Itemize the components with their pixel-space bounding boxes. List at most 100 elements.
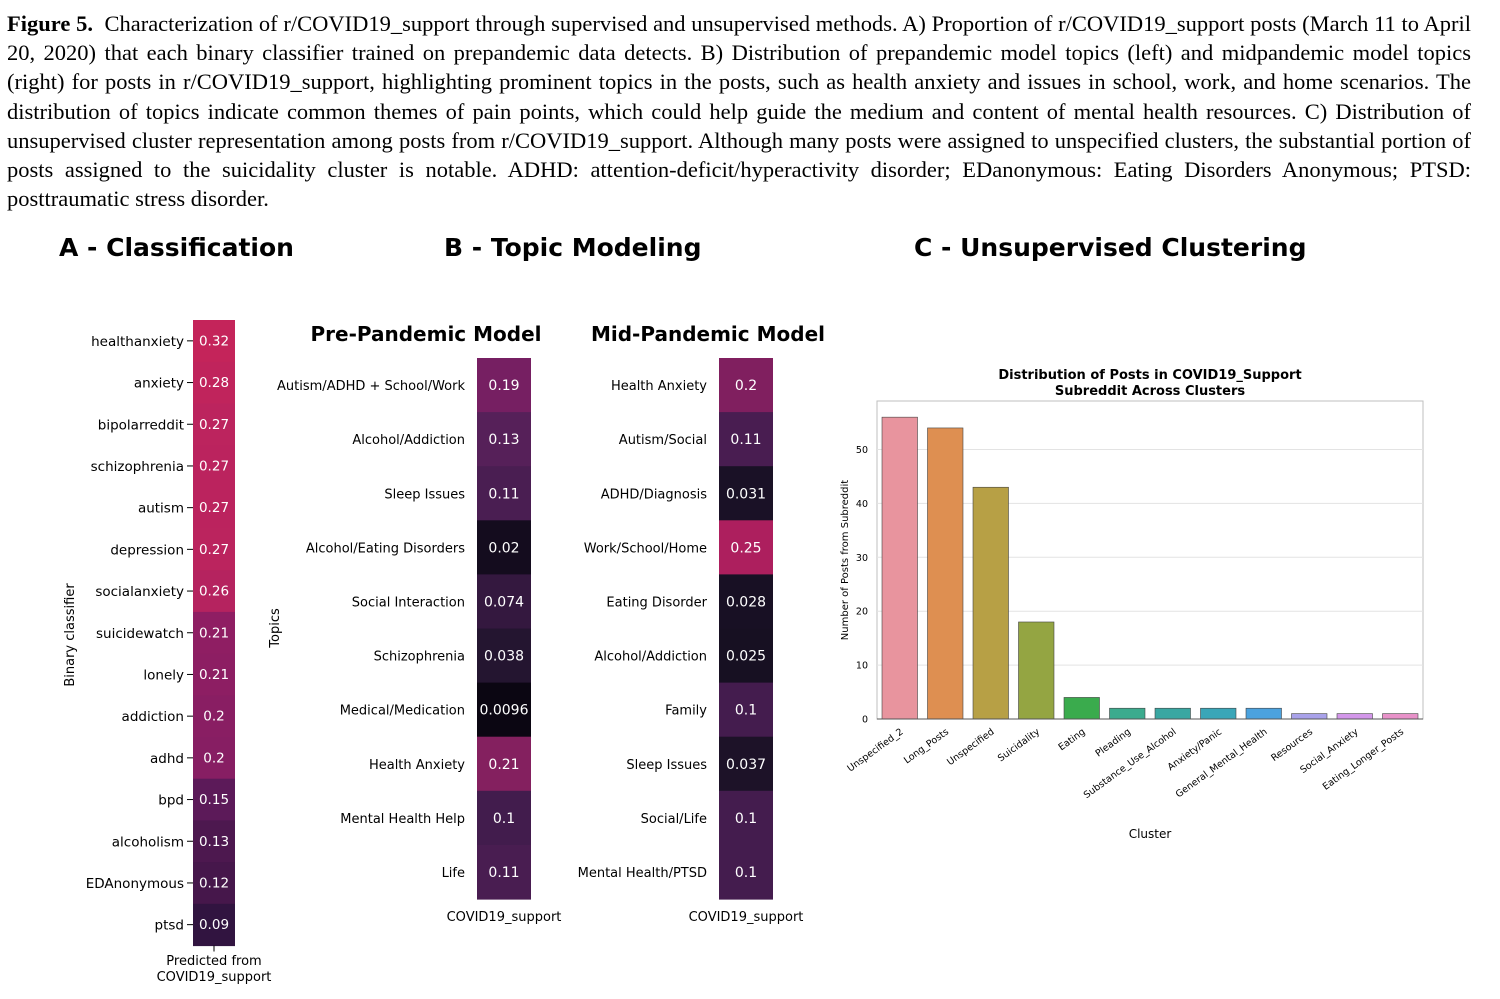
x-tick-label: Eating — [1057, 727, 1088, 754]
x-axis-label-line2: COVID19_support — [157, 970, 272, 985]
y-tick-label: 40 — [856, 499, 868, 510]
row-label: Schizophrenia — [374, 650, 465, 665]
x-tick-label: Eating_Longer_Posts — [1321, 727, 1406, 793]
row-label: depression — [110, 542, 184, 558]
y-tick-label: 0 — [862, 715, 868, 726]
chart-title-line2: Subreddit Across Clusters — [1055, 384, 1246, 399]
cell-value-label: 0.21 — [488, 757, 519, 773]
mid-pandemic-heatmap: Mid-Pandemic Model 0.2 Health Anxiety 0.11 A… — [578, 322, 825, 925]
cell-value-label: 0.2 — [203, 709, 224, 725]
cluster-bar-chart: 0 10 20 30 40 50 Unspecified_2Long_PostsUnspec… — [840, 368, 1424, 841]
row-label: suicidewatch — [96, 626, 184, 642]
bar — [927, 427, 964, 720]
heatmap-cell — [193, 820, 235, 863]
heatmap-cell — [719, 574, 773, 630]
cell-value-label: 0.025 — [726, 649, 766, 665]
row-label: ADHD/Diagnosis — [601, 487, 707, 502]
heatmap-cell — [477, 790, 531, 846]
figure-caption: Figure 5. Characterization of r/COVID19_… — [7, 9, 1471, 213]
row-label: Autism/Social — [619, 433, 707, 448]
bar — [972, 486, 1009, 720]
bar — [1200, 707, 1237, 720]
x-tick-label: Resources — [1269, 727, 1315, 764]
cell-value-label: 0.1 — [735, 811, 757, 827]
heatmap-cell — [719, 520, 773, 575]
x-tick-label: Suicidality — [996, 726, 1042, 764]
x-tick-label: Long_Posts — [902, 727, 951, 767]
cell-value-label: 0.11 — [488, 865, 519, 881]
heatmap-cell — [719, 790, 773, 846]
cell-value-label: 0.19 — [488, 378, 519, 394]
heatmap-cell — [477, 358, 531, 413]
bar — [1336, 713, 1373, 720]
bar — [1109, 707, 1146, 720]
row-label: Social Interaction — [352, 595, 465, 610]
cell-value-label: 0.15 — [199, 792, 229, 808]
row-label: EDAnonymous — [86, 876, 184, 892]
cell-value-label: 0.12 — [199, 875, 229, 891]
heatmap-cell — [477, 628, 531, 684]
cell-value-label: 0.1 — [735, 703, 757, 719]
panel-subtitle: Pre-Pandemic Model — [310, 322, 541, 346]
classification-heatmap: 0.32 healthanxiety 0.28 anxiety 0.27 bipolarr… — [63, 320, 271, 985]
panel-a-title: A - Classification — [59, 233, 294, 262]
x-axis-label-line1: Predicted from — [166, 954, 261, 969]
heatmap-cell — [193, 778, 235, 821]
row-label: bpd — [158, 793, 184, 809]
x-tick-label: Unspecified_2 — [845, 727, 905, 775]
heatmap-cell — [193, 486, 235, 530]
row-label: healthanxiety — [91, 334, 184, 350]
heatmap-cell — [193, 570, 235, 613]
cell-value-label: 0.038 — [484, 649, 524, 665]
cell-value-label: 0.0096 — [480, 703, 529, 719]
panel-b-title: B - Topic Modeling — [444, 233, 702, 262]
heatmap-cell — [193, 903, 235, 947]
row-label: Health Anxiety — [611, 379, 707, 394]
panel-subtitle: Mid-Pandemic Model — [591, 322, 825, 346]
heatmap-cell — [193, 528, 235, 571]
cell-value-label: 0.09 — [199, 917, 229, 933]
row-label: Social/Life — [641, 812, 707, 827]
cell-value-label: 0.27 — [199, 500, 229, 516]
heatmap-cell — [477, 520, 531, 575]
cell-value-label: 0.27 — [199, 458, 229, 474]
row-label: Family — [665, 704, 707, 719]
caption-label: Figure 5. — [7, 11, 93, 36]
chart-title-line1: Distribution of Posts in COVID19_Support — [998, 368, 1301, 383]
heatmap-cell — [193, 320, 235, 363]
caption-text: Characterization of r/COVID19_support th… — [7, 11, 1472, 212]
row-label: Mental Health/PTSD — [578, 866, 707, 881]
plot-frame — [876, 400, 1424, 720]
row-label: Alcohol/Addiction — [594, 650, 707, 665]
row-label: Alcohol/Addiction — [352, 433, 465, 448]
pre-pandemic-heatmap: Pre-Pandemic Model 0.19 Autism/ADHD + Scho… — [268, 322, 561, 925]
y-axis-label: Topics — [268, 608, 283, 649]
panel-c-title: C - Unsupervised Clustering — [914, 233, 1307, 262]
row-label: adhd — [150, 751, 184, 767]
row-label: Sleep Issues — [626, 758, 707, 773]
cell-value-label: 0.27 — [199, 417, 229, 433]
y-axis-label: Binary classifier — [63, 583, 78, 687]
bar — [1154, 707, 1191, 720]
row-label: ptsd — [155, 918, 184, 934]
cell-value-label: 0.13 — [199, 834, 229, 850]
row-label: bipolarreddit — [98, 417, 184, 433]
row-label: addiction — [122, 709, 184, 725]
cell-value-label: 0.2 — [203, 750, 224, 766]
row-label: autism — [138, 501, 184, 517]
heatmap-cell — [719, 466, 773, 521]
row-label: Autism/ADHD + School/Work — [277, 379, 465, 394]
heatmap-cell — [477, 682, 531, 738]
cell-value-label: 0.037 — [726, 757, 766, 773]
heatmap-cell — [719, 412, 773, 467]
row-label: Alcohol/Eating Disorders — [306, 541, 465, 556]
heatmap-cell — [477, 574, 531, 630]
cell-value-label: 0.11 — [488, 486, 519, 502]
cell-value-label: 0.28 — [199, 375, 229, 391]
row-label: Health Anxiety — [369, 758, 465, 773]
bar — [1291, 713, 1328, 720]
x-tick-label: Pleading — [1094, 727, 1133, 760]
row-label: Life — [442, 866, 465, 881]
cell-value-label: 0.11 — [730, 432, 761, 448]
